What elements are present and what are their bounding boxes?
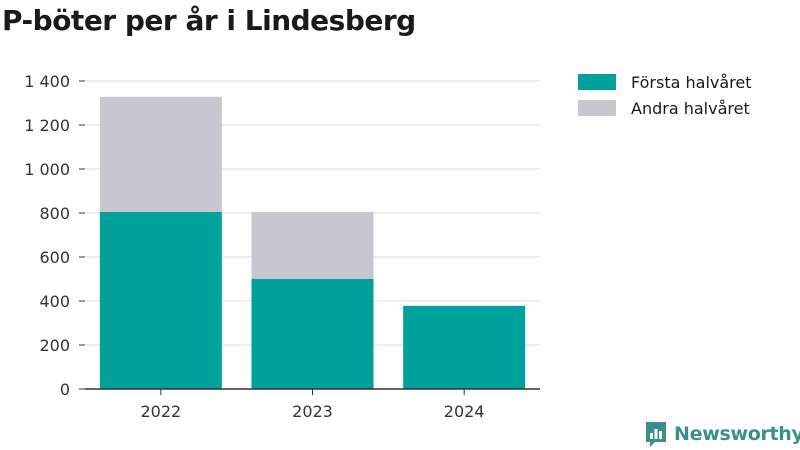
y-tick-label: 600 (39, 248, 70, 267)
y-tick-label: 400 (39, 292, 70, 311)
y-tick-label: 0 (60, 380, 70, 399)
y-tick-label: 200 (39, 336, 70, 355)
chart-title: P-böter per år i Lindesberg (2, 4, 416, 37)
legend: Första halvåret Andra halvåret (578, 70, 752, 122)
legend-label-first-half: Första halvåret (631, 72, 752, 92)
newsworthy-logo-icon (646, 422, 666, 447)
y-tick-label: 1 200 (24, 116, 70, 135)
legend-item-second-half: Andra halvåret (578, 96, 752, 120)
brand-name: Newsworthy (674, 423, 800, 445)
y-tick-label: 800 (39, 204, 70, 223)
legend-swatch-second-half (578, 100, 616, 116)
bar-first-half (251, 279, 374, 389)
legend-item-first-half: Första halvåret (578, 70, 752, 94)
bar-first-half (403, 305, 526, 389)
legend-label-second-half: Andra halvåret (631, 98, 750, 118)
x-tick-label: 2023 (292, 402, 333, 421)
newsworthy-brand: Newsworthy (644, 420, 800, 448)
bar-second-half (99, 96, 222, 212)
x-tick-label: 2022 (140, 402, 181, 421)
bar-first-half (99, 211, 222, 389)
legend-swatch-first-half (578, 74, 616, 90)
x-tick-label: 2024 (444, 402, 485, 421)
bar-second-half (251, 211, 374, 279)
y-tick-label: 1 400 (24, 72, 70, 91)
y-tick-label: 1 000 (24, 160, 70, 179)
